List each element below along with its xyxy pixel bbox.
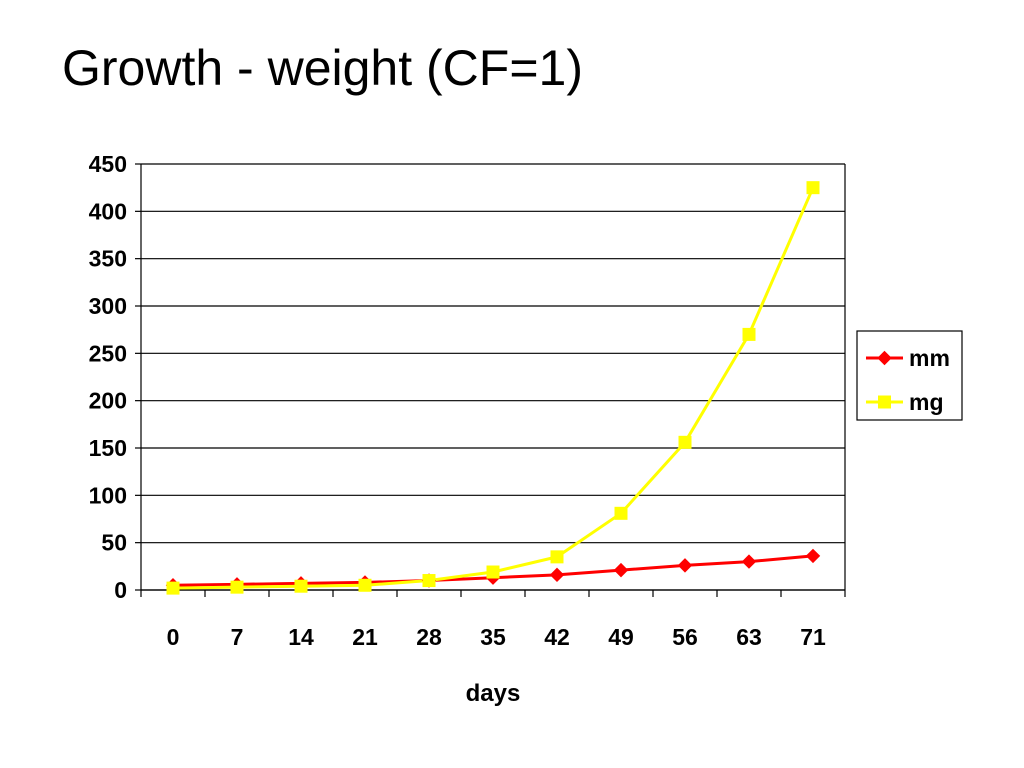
series-lines xyxy=(172,187,815,590)
y-tick-label: 100 xyxy=(89,482,127,508)
x-tick-label: 21 xyxy=(352,624,378,650)
x-tick-label: 56 xyxy=(672,624,698,650)
data-point-mg xyxy=(422,574,436,588)
x-tick-label: 14 xyxy=(288,624,314,650)
x-tick-label: 28 xyxy=(416,624,442,650)
legend-box xyxy=(856,330,963,421)
x-axis: 0 7 14 21 28 35 42 49 56 63 71 xyxy=(140,589,846,650)
x-tick-label: 0 xyxy=(167,624,180,650)
y-tick-label: 0 xyxy=(114,577,127,603)
x-tick-label: 71 xyxy=(800,624,826,650)
data-point-mg xyxy=(230,580,244,594)
y-tick-label: 150 xyxy=(89,435,127,461)
y-tick-label: 450 xyxy=(89,151,127,177)
y-tick-label: 350 xyxy=(89,246,127,272)
data-point-mg xyxy=(358,578,372,592)
data-point-mg xyxy=(742,327,756,341)
data-point-mg xyxy=(550,550,564,564)
data-point-mm xyxy=(677,558,693,573)
data-point-mg xyxy=(806,181,820,195)
x-tick-label: 7 xyxy=(231,624,244,650)
y-tick-label: 300 xyxy=(89,293,127,319)
x-tick-label: 49 xyxy=(608,624,634,650)
data-point-mm xyxy=(549,567,565,583)
x-tick-label: 42 xyxy=(544,624,570,650)
y-tick-label: 50 xyxy=(101,530,127,556)
legend-label-mg: mg xyxy=(909,389,944,415)
x-tick-label: 63 xyxy=(736,624,762,650)
y-tick-label: 200 xyxy=(89,388,127,414)
data-point-mm xyxy=(805,548,821,564)
data-point-mm xyxy=(613,562,629,578)
data-point-mg xyxy=(166,581,180,595)
legend-swatch-marker-mm xyxy=(877,350,892,366)
series-line-mg xyxy=(172,187,815,590)
legend: mm mg xyxy=(856,330,963,421)
slide-title: Growth - weight (CF=1) xyxy=(62,40,583,96)
y-tick-label: 400 xyxy=(89,198,127,224)
series-markers xyxy=(165,181,821,595)
data-point-mg xyxy=(486,565,500,579)
data-point-mg xyxy=(678,435,692,449)
data-point-mg xyxy=(294,579,308,593)
legend-label-mm: mm xyxy=(909,345,950,371)
y-tick-label: 250 xyxy=(89,340,127,366)
x-tick-label: 35 xyxy=(480,624,506,650)
x-axis-title: days xyxy=(466,680,521,707)
gridlines xyxy=(141,163,846,591)
legend-swatch-marker-mg xyxy=(878,395,891,409)
data-point-mm xyxy=(741,554,757,569)
data-point-mg xyxy=(614,506,628,520)
y-axis: 0 50 100 150 200 250 300 350 400 450 xyxy=(89,151,142,603)
